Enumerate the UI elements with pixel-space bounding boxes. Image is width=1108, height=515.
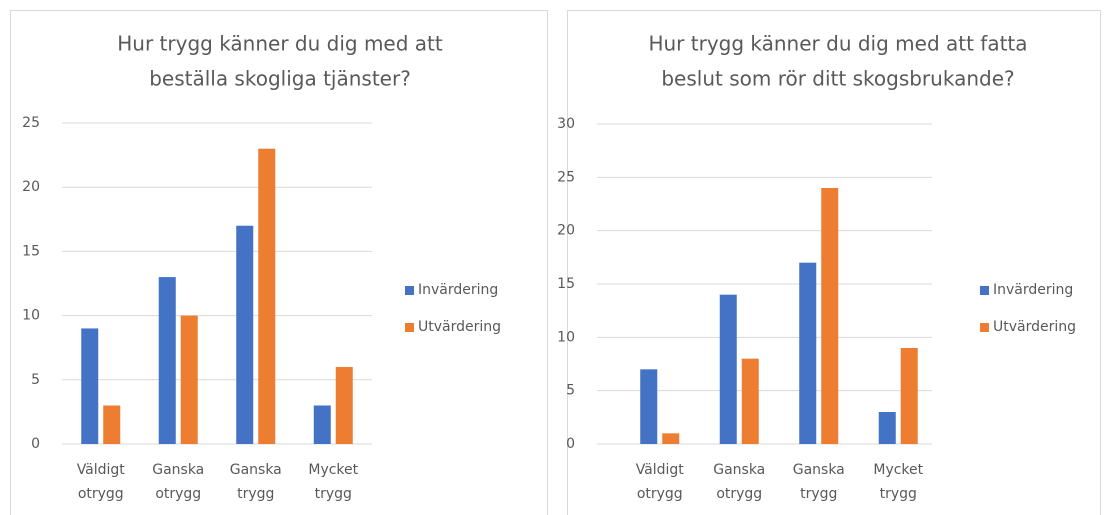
legend-swatch <box>405 323 414 332</box>
bar <box>313 405 331 444</box>
y-tick-label: 30 <box>557 116 575 132</box>
bar <box>103 405 121 444</box>
legend-label: Utvärdering <box>993 319 1076 335</box>
bar <box>821 188 839 444</box>
legend-swatch <box>980 286 989 295</box>
y-tick-label: 10 <box>22 308 40 324</box>
bar <box>640 369 658 444</box>
chart-title: Hur trygg känner du dig med att <box>117 32 443 56</box>
chart-title: beställa skogliga tjänster? <box>149 67 411 91</box>
bar <box>662 433 680 444</box>
y-tick-label: 20 <box>557 223 575 239</box>
bar <box>236 225 254 444</box>
y-tick-label: 25 <box>557 169 575 185</box>
y-tick-label: 0 <box>566 436 575 452</box>
bar <box>878 412 896 444</box>
chart-title: beslut som rör ditt skogsbrukande? <box>661 67 1014 91</box>
x-tick-label: Väldigt otrygg <box>636 462 685 502</box>
y-tick-label: 5 <box>31 372 40 388</box>
chart-frame <box>10 10 548 515</box>
bar <box>81 328 99 444</box>
x-tick-label: Mycket trygg <box>873 462 923 502</box>
chart-title: Hur trygg känner du dig med att fatta <box>648 32 1027 56</box>
legend-swatch <box>405 286 414 295</box>
y-tick-label: 5 <box>566 383 575 399</box>
bar <box>799 262 817 444</box>
legend-label: Invärdering <box>418 282 498 298</box>
x-tick-label: Ganska otrygg <box>152 462 204 502</box>
y-tick-label: 0 <box>31 436 40 452</box>
y-tick-label: 25 <box>22 115 40 131</box>
x-tick-label: Väldigt otrygg <box>77 462 126 502</box>
y-tick-label: 10 <box>557 329 575 345</box>
bar <box>900 348 918 444</box>
chart-frame <box>567 10 1101 515</box>
bar <box>335 366 353 444</box>
legend-swatch <box>980 323 989 332</box>
x-tick-label: Ganska trygg <box>230 462 282 502</box>
bar <box>180 315 198 444</box>
x-tick-label: Ganska trygg <box>793 462 845 502</box>
y-tick-label: 15 <box>557 276 575 292</box>
legend-label: Invärdering <box>993 282 1073 298</box>
y-tick-label: 20 <box>22 179 40 195</box>
bar <box>158 277 176 444</box>
y-tick-label: 15 <box>22 243 40 259</box>
legend-label: Utvärdering <box>418 319 501 335</box>
bar <box>741 358 759 444</box>
bar <box>719 294 737 444</box>
x-tick-label: Mycket trygg <box>308 462 358 502</box>
bar <box>258 148 276 444</box>
x-tick-label: Ganska otrygg <box>713 462 765 502</box>
